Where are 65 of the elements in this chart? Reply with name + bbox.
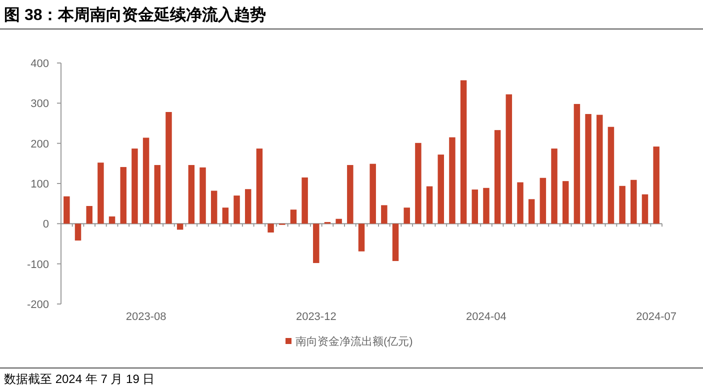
bar — [642, 194, 648, 224]
bar — [449, 137, 456, 224]
bar — [176, 224, 184, 230]
bar — [585, 114, 592, 224]
bar — [268, 224, 274, 233]
bar — [86, 206, 92, 224]
bar — [551, 148, 558, 224]
bar — [574, 104, 580, 224]
legend-label: 南向资金净流出额(亿元) — [296, 335, 413, 348]
bar — [200, 167, 206, 224]
bar — [528, 199, 535, 224]
bar — [347, 165, 354, 224]
bar — [222, 208, 229, 224]
y-tick-label: -100 — [26, 258, 49, 271]
bar — [404, 208, 410, 224]
text: 数据截至 2024 年 7 月 19 日 — [4, 372, 155, 386]
bar — [494, 130, 501, 224]
x-tick-label: 2023-12 — [296, 311, 336, 323]
bar — [188, 165, 195, 224]
bar — [234, 196, 240, 224]
bar — [483, 188, 490, 224]
bar — [562, 181, 569, 224]
bar — [166, 112, 172, 224]
y-tick-label: 0 — [42, 218, 49, 231]
bar — [74, 224, 82, 241]
bar — [336, 218, 342, 224]
x-tick-label: 2024-04 — [466, 311, 506, 323]
bar — [256, 148, 263, 224]
bar — [98, 162, 104, 224]
bar — [608, 126, 614, 224]
bar — [132, 148, 138, 224]
bar — [244, 189, 252, 224]
bar — [630, 180, 637, 224]
x-tick-label: 2023-08 — [126, 311, 166, 323]
bar — [540, 178, 546, 224]
bar — [517, 182, 524, 224]
bar — [392, 224, 399, 262]
y-tick-label: 100 — [30, 178, 49, 190]
bar — [415, 142, 422, 224]
bar — [596, 114, 603, 224]
y-tick-label: -200 — [26, 299, 49, 311]
bar — [472, 190, 478, 224]
bar — [426, 186, 433, 224]
bar — [358, 224, 365, 252]
bar — [438, 154, 444, 224]
bar — [370, 164, 376, 224]
bar — [108, 216, 116, 224]
bar — [210, 190, 218, 224]
chart-title: 图 38：本周南向资金延续净流入趋势 — [4, 5, 266, 24]
bar — [120, 167, 126, 224]
bar — [460, 80, 467, 224]
bar — [290, 210, 297, 224]
bar — [142, 138, 150, 224]
bar — [653, 146, 660, 224]
bar — [381, 205, 388, 224]
bar — [302, 177, 308, 224]
bar — [313, 224, 320, 264]
bar — [64, 196, 70, 224]
x-tick-label: 2024-07 — [636, 311, 677, 323]
bar — [154, 165, 161, 224]
y-tick-label: 400 — [30, 58, 49, 70]
y-tick-label: 200 — [30, 138, 49, 150]
y-tick-label: 300 — [30, 98, 49, 110]
bar — [506, 94, 512, 224]
bar — [619, 186, 626, 224]
